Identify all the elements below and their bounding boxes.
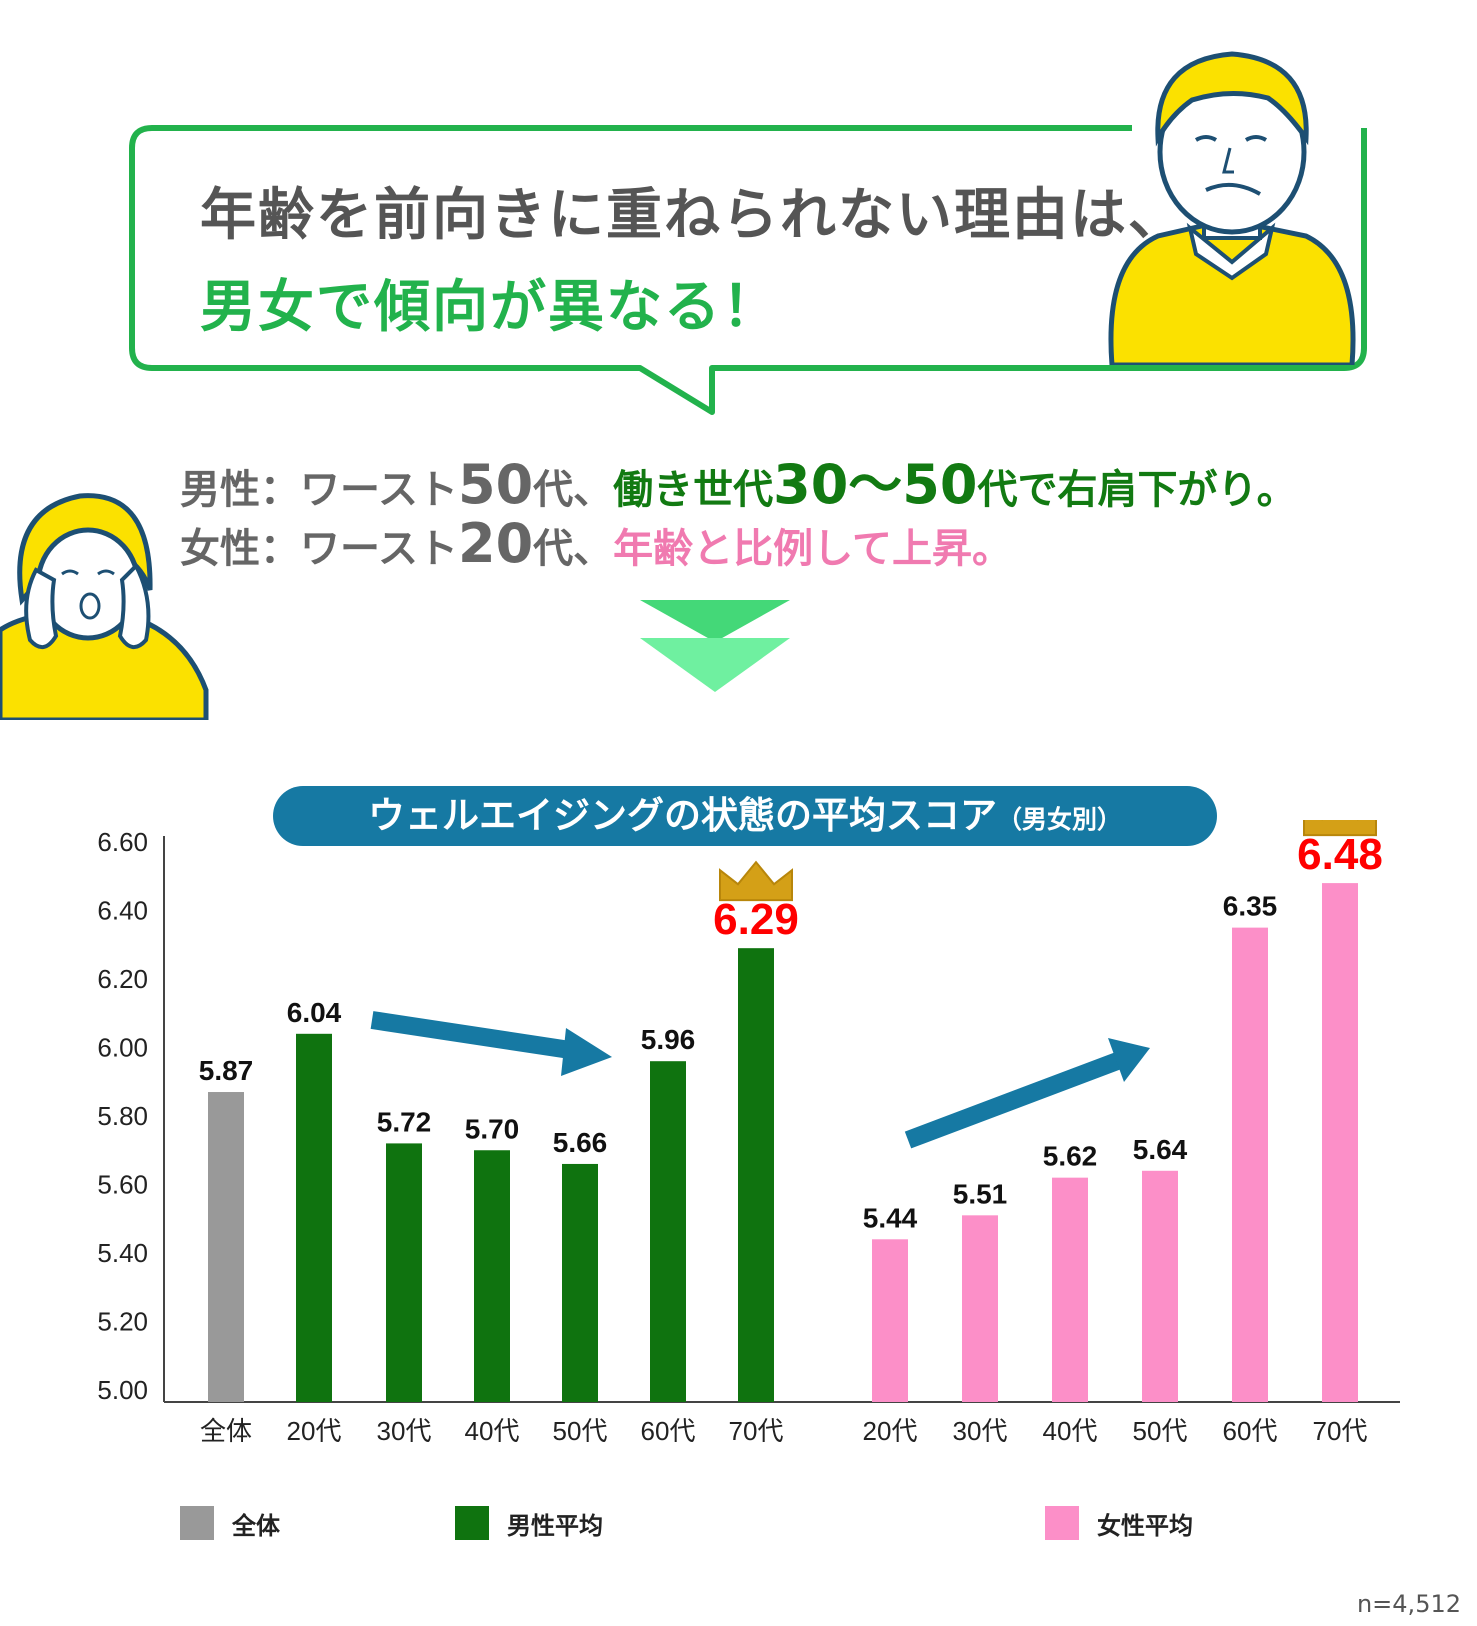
- bar-female-40代: [1052, 1177, 1088, 1402]
- x-tick-label: 60代: [641, 1416, 696, 1446]
- speech-bubble: [129, 125, 1367, 415]
- data-label: 5.70: [465, 1113, 520, 1144]
- y-tick-label: 5.00: [97, 1375, 148, 1405]
- data-label: 6.35: [1223, 891, 1278, 922]
- legend-item-female: 女性平均: [1045, 1505, 1193, 1541]
- headline-line2: 男女で傾向が異なる！: [200, 274, 780, 340]
- bar-male-70代: [738, 948, 774, 1402]
- summary-female-worst-age: 20: [458, 512, 534, 575]
- x-tick-label: 70代: [1313, 1416, 1368, 1446]
- female-trend-arrow-head: [1108, 1038, 1150, 1082]
- chart-title-sub: （男女別）: [996, 805, 1122, 834]
- chart-title-main: ウェルエイジングの状態の平均スコア: [367, 794, 997, 837]
- summary-male-trend-b: 代で右肩下がり。: [977, 467, 1297, 513]
- y-tick-label: 6.20: [97, 964, 148, 994]
- y-tick-label: 5.40: [97, 1238, 148, 1268]
- data-label: 5.66: [553, 1127, 608, 1158]
- bar-male-40代: [474, 1150, 510, 1402]
- down-chevron-icon: [640, 600, 790, 692]
- male-trend-arrow-head: [561, 1028, 612, 1076]
- summary-female-worst-suffix: 代、: [533, 526, 614, 572]
- bar-female-30代: [962, 1215, 998, 1402]
- x-tick-label: 50代: [553, 1416, 608, 1446]
- summary-female-trend: 年齢と比例して上昇。: [613, 526, 1012, 572]
- bar-female-70代: [1322, 883, 1358, 1402]
- data-label: 5.62: [1043, 1141, 1098, 1172]
- distressed-woman-illustration: [0, 493, 209, 720]
- summary-female-prefix: 女性：ワースト: [180, 526, 458, 572]
- bar-female-20代: [872, 1239, 908, 1402]
- bar-male-50代: [562, 1163, 598, 1402]
- male-trend-arrow-shaft: [370, 1011, 572, 1059]
- summary-male-worst-age: 50: [458, 453, 534, 516]
- legend-swatch-male: [455, 1506, 489, 1540]
- summary-male-trend-a: 働き世代: [613, 467, 774, 513]
- x-tick-label: 全体: [200, 1416, 252, 1446]
- y-tick-label: 5.80: [97, 1101, 148, 1131]
- bar-overall-全体: [208, 1092, 244, 1402]
- x-tick-label: 40代: [1043, 1416, 1098, 1446]
- bar-female-60代: [1232, 927, 1268, 1402]
- legend-label-overall: 全体: [232, 1511, 280, 1540]
- chart-title: ウェルエイジングの状態の平均スコア（男女別）: [273, 786, 1217, 846]
- summary-female: 女性：ワースト20代、年齢と比例して上昇。: [180, 512, 1012, 575]
- data-label: 5.51: [953, 1178, 1008, 1209]
- bar-male-20代: [296, 1033, 332, 1402]
- crown-icon: [1303, 820, 1377, 837]
- bar-male-30代: [386, 1143, 422, 1402]
- x-tick-label: 50代: [1133, 1416, 1188, 1446]
- sample-size-note: n=4,512: [1356, 1590, 1461, 1618]
- x-tick-label: 30代: [953, 1416, 1008, 1446]
- legend-swatch-overall: [180, 1506, 214, 1540]
- female-trend-arrow-shaft: [904, 1051, 1124, 1149]
- summary-male-trend-num: 30～50: [773, 453, 978, 516]
- summary-male-worst-suffix: 代、: [533, 467, 614, 513]
- x-tick-label: 70代: [729, 1416, 784, 1446]
- legend-label-male: 男性平均: [507, 1511, 603, 1540]
- crown-icon: [719, 860, 793, 902]
- y-tick-label: 6.00: [97, 1033, 148, 1063]
- y-tick-label: 5.60: [97, 1170, 148, 1200]
- legend-swatch-female: [1045, 1506, 1079, 1540]
- data-label: 6.29: [713, 895, 799, 944]
- legend-label-female: 女性平均: [1097, 1511, 1193, 1540]
- bar-male-60代: [650, 1061, 686, 1402]
- legend-item-overall: 全体: [180, 1505, 280, 1541]
- x-tick-label: 20代: [863, 1416, 918, 1446]
- x-tick-label: 40代: [465, 1416, 520, 1446]
- data-label: 5.96: [641, 1024, 696, 1055]
- data-label: 5.64: [1133, 1134, 1188, 1165]
- data-label: 6.48: [1297, 830, 1383, 879]
- bar-female-50代: [1142, 1170, 1178, 1402]
- summary-male: 男性：ワースト50代、働き世代30～50代で右肩下がり。: [180, 440, 1297, 519]
- bar-chart: 6.60 6.40 6.20 6.00 5.80 5.60 5.40 5.20 5.00 5.8…: [97, 820, 1400, 1446]
- y-tick-label: 5.20: [97, 1307, 148, 1337]
- data-label: 5.87: [199, 1055, 254, 1086]
- y-tick-label: 6.40: [97, 896, 148, 926]
- data-label: 5.72: [377, 1106, 432, 1137]
- data-label: 5.44: [863, 1202, 918, 1233]
- x-tick-label: 60代: [1223, 1416, 1278, 1446]
- legend-item-male: 男性平均: [455, 1505, 603, 1541]
- y-tick-label: 6.60: [97, 827, 148, 857]
- summary-male-prefix: 男性：ワースト: [180, 467, 458, 513]
- data-label: 6.04: [287, 997, 342, 1028]
- x-tick-label: 20代: [287, 1416, 342, 1446]
- headline-line1: 年齢を前向きに重ねられない理由は、: [200, 182, 1186, 248]
- worried-man-illustration: [1108, 51, 1356, 365]
- x-tick-label: 30代: [377, 1416, 432, 1446]
